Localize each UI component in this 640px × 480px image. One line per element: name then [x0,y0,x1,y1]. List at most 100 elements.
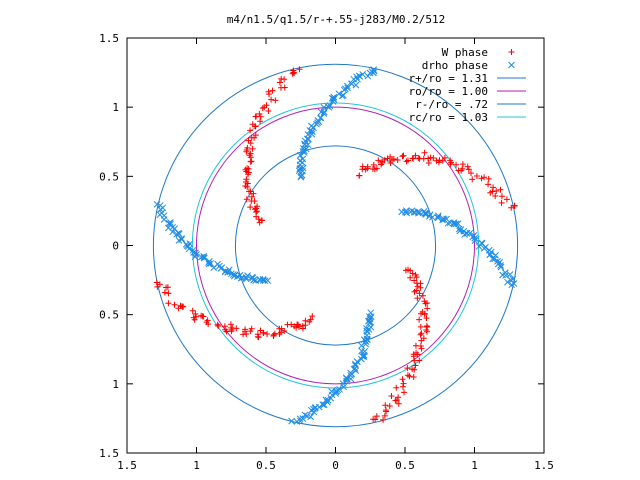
drho-phase-point [366,317,373,325]
drho-phase-point [320,104,328,111]
w-phase-point [214,321,221,328]
w-phase-point [180,303,187,310]
w-phase-point [165,300,172,307]
drho-phase-point [320,401,328,409]
legend-label: W phase [442,46,488,59]
drho-phase-point [366,319,373,327]
w-phase-point [245,165,252,172]
w-phase-point [403,158,410,165]
circle-r+ [152,63,519,428]
w-phase-point [415,155,422,162]
w-phase-point [395,394,402,401]
w-phase-point [413,274,420,281]
w-phase-point [254,331,261,338]
w-phase-point [404,372,411,379]
drho-phase-point [175,237,183,244]
drho-phase-point [299,155,307,163]
w-phase-point [203,319,210,326]
drho-phase-point [403,209,411,217]
data-points [153,66,518,425]
w-phase-point [459,161,466,168]
w-phase-point [252,123,259,130]
x-tick-label: 0.5 [256,459,276,472]
w-phase-point [416,316,423,323]
w-phase-point [421,149,428,156]
w-phase-point [278,75,285,82]
drho-phase-point [359,71,366,78]
drho-phase-point [352,81,360,89]
drho-phase-point [330,95,337,102]
w-phase-point [419,292,426,299]
w-phase-point [257,118,264,125]
legend-label: rc/ro = 1.03 [409,111,488,124]
w-phase-point [387,160,394,167]
w-phase-point [390,155,397,162]
drho-phase-point [444,219,452,227]
drho-phase-point [475,243,483,250]
w-phase-point [257,113,264,120]
w-phase-point [464,163,471,170]
w-phase-point [411,357,418,364]
w-phase-point [433,157,440,164]
drho-phase-point [335,90,343,98]
drho-phase-point [504,278,511,286]
w-phase-point [244,184,251,191]
w-phase-point [388,392,395,399]
w-phase-point [417,323,424,330]
w-phase-point [248,158,255,165]
drho-phase-point [310,405,317,413]
w-phase-point [412,152,419,159]
w-phase-point [177,302,184,309]
drho-phase-point [293,418,301,425]
w-phase-point [422,300,429,307]
w-phase-point [198,312,205,319]
drho-phase-point [370,67,378,75]
w-phase-point [302,317,309,324]
drho-phase-point [309,128,316,136]
w-phase-point [378,161,385,168]
w-phase-point [153,279,160,286]
w-phase-point [263,102,270,109]
drho-phase-point [497,262,504,269]
w-phase-point [242,178,249,185]
w-phase-point [255,216,262,223]
w-phase-point [492,192,499,199]
w-phase-point [290,69,297,76]
drho-phase-point [319,401,327,408]
w-phase-point [411,277,418,284]
w-phase-point [265,107,272,114]
drho-phase-point [310,124,317,132]
drho-phase-point [322,396,330,404]
w-phase-point [276,79,283,86]
w-phase-point [387,153,394,160]
w-phase-point [240,331,247,338]
drho-phase-point [356,72,364,80]
drho-phase-point [288,417,295,425]
drho-phase-point [205,260,213,268]
legend-marker-plus [508,49,515,55]
w-phase-point [399,376,406,383]
w-phase-point [423,315,430,322]
drho-phase-point [342,85,349,93]
w-phase-point [221,323,228,330]
w-phase-point [243,196,250,203]
x-tick-label: 0 [332,459,339,472]
drho-phase-point [339,380,347,387]
w-phase-point [296,66,303,73]
drho-phase-point [482,243,489,251]
legend-label: drho phase [422,59,488,72]
w-phase-point [276,325,283,332]
drho-phase-point [454,220,462,227]
y-tick-label: 1.5 [99,32,119,45]
w-phase-point [481,174,488,181]
w-phase-point [465,166,472,173]
drho-phase-point [343,82,351,90]
drho-phase-point [343,377,350,385]
w-phase-point [370,416,377,423]
w-phase-point [373,413,380,420]
w-phase-point [490,184,497,191]
w-phase-point [503,196,510,203]
w-phase-point [215,323,222,330]
w-phase-point [362,166,369,173]
